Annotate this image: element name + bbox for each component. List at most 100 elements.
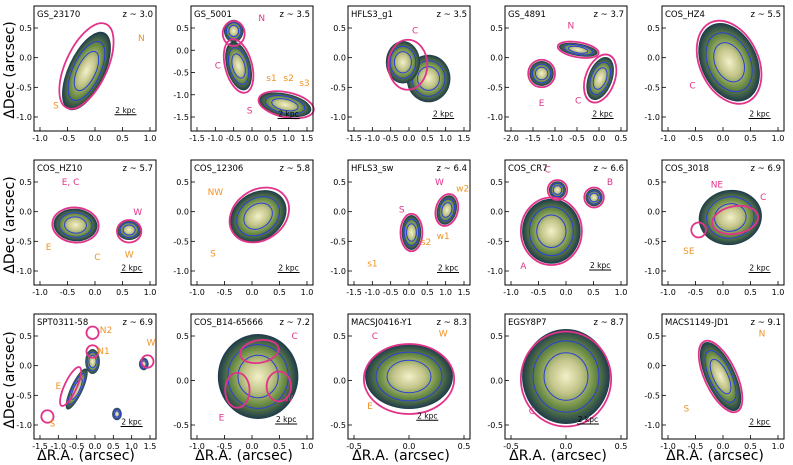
aperture-ellipse xyxy=(222,38,255,94)
aperture-ellipse xyxy=(519,330,613,428)
x-tick-label: 1.0 xyxy=(282,134,295,143)
aperture-ellipse xyxy=(221,20,246,47)
panel-name: COS_3018 xyxy=(665,164,709,174)
aperture-ellipse xyxy=(239,339,280,364)
x-tick-label: 0.0 xyxy=(717,288,730,297)
flux-contour xyxy=(58,212,93,238)
panel-macsj0416-y1: MACSJ0416-Y1 z ~ 8.3 -0.5 0.0 0.5 0.5 0.0 -0.5 2… xyxy=(330,313,471,451)
component-label: w1 xyxy=(437,232,450,242)
y-tick-label: 0.5 xyxy=(333,24,346,33)
component-label: W xyxy=(133,208,142,218)
redshift-label: z ~ 8.7 xyxy=(593,318,624,328)
x-axis-label-col4: ΔR.A. (arcsec) xyxy=(509,448,607,464)
flux-contour xyxy=(271,98,299,112)
x-axis-label-col2: ΔR.A. (arcsec) xyxy=(195,448,293,464)
x-tick-label: 1.0 xyxy=(772,134,785,143)
x-tick-label: 0.5 xyxy=(744,134,757,143)
panel-name: GS_23170 xyxy=(37,10,80,20)
panel-gs-4891: GS_4891 z ~ 3.7 -2.0 -1.5 -1.0 -0.5 0.0 0.5 0.5 0… xyxy=(487,5,628,143)
panel-egsy8p7: EGSY8P7 z ~ 8.7 -0.5 0.0 0.5 0.5 0.0 -0.5 2 kpc C xyxy=(487,313,628,451)
flux-contour xyxy=(714,203,747,232)
y-tick-label: -1.0 xyxy=(487,113,503,122)
aperture-ellipse xyxy=(85,325,100,340)
panel-name: COS_CR7 xyxy=(508,164,548,174)
component-label: S xyxy=(210,249,216,259)
component-label: C xyxy=(575,97,581,107)
component-label: S xyxy=(684,405,690,415)
x-tick-label: -0.5 xyxy=(569,134,585,143)
redshift-label: z ~ 3.7 xyxy=(593,10,624,20)
flux-contour xyxy=(706,196,755,239)
y-tick-label: -1.0 xyxy=(330,113,346,122)
flux-contour xyxy=(531,63,552,84)
aperture-ellipse xyxy=(583,53,618,104)
flux-contour xyxy=(568,45,589,54)
redshift-label: z ~ 3.5 xyxy=(279,10,310,20)
panel-cos-cr7: COS_CR7 z ~ 6.6 -1.0 -0.5 0.0 0.5 1.0 0.5 0.0 -0.… xyxy=(487,159,628,297)
y-tick-label: 0.0 xyxy=(19,54,32,63)
x-tick-label: -1.0 xyxy=(660,134,676,143)
component-label: NE xyxy=(711,181,724,191)
panel-name: HFLS3_g1 xyxy=(351,10,393,20)
flux-contour xyxy=(139,358,148,370)
y-tick-label: -0.5 xyxy=(330,421,346,430)
component-label: NW xyxy=(208,188,224,198)
x-tick-label: 0.5 xyxy=(107,442,120,451)
aperture-ellipse xyxy=(399,212,424,253)
x-tick-label: -1.0 xyxy=(660,442,676,451)
scale-bar-label: 2 kpc xyxy=(417,411,437,420)
x-tick-label: 1.0 xyxy=(439,134,452,143)
y-tick-label: -1.0 xyxy=(16,267,32,276)
x-tick-label: 0.0 xyxy=(717,134,730,143)
component-label: E xyxy=(367,402,373,412)
x-tick-label: -1.0 xyxy=(189,442,205,451)
x-tick-label: -0.5 xyxy=(226,134,242,143)
aperture-ellipse xyxy=(51,206,100,244)
galaxy-emission xyxy=(217,334,299,419)
x-tick-label: 0.0 xyxy=(89,288,102,297)
panel-frame xyxy=(504,5,628,132)
y-tick-label: -1.0 xyxy=(173,267,189,276)
x-tick-label: -0.5 xyxy=(217,288,233,297)
x-tick-label: -1.0 xyxy=(51,442,67,451)
x-axis-label-col5: ΔR.A. (arcsec) xyxy=(666,448,764,464)
x-tick-label: 0.0 xyxy=(560,442,573,451)
galaxy-emission xyxy=(62,31,111,111)
y-tick-label: -0.5 xyxy=(487,421,503,430)
component-label: N xyxy=(568,22,575,32)
y-tick-label: -0.5 xyxy=(16,391,32,400)
x-tick-label: 0.5 xyxy=(264,134,277,143)
panel-cos-hz4: COS_HZ4 z ~ 5.5 -1.0 -0.5 0.0 0.5 1.0 0.5 0.0 -0.… xyxy=(644,5,785,143)
y-tick-label: 0.5 xyxy=(19,24,32,33)
galaxy-emission xyxy=(698,189,762,246)
flux-contour xyxy=(704,350,737,403)
y-tick-label: -0.5 xyxy=(330,237,346,246)
flux-contour xyxy=(114,410,120,418)
y-tick-label: -0.5 xyxy=(487,237,503,246)
x-tick-label: -0.5 xyxy=(383,288,399,297)
flux-contour xyxy=(536,214,567,248)
y-tick-label: -0.5 xyxy=(173,421,189,430)
flux-contour xyxy=(264,94,306,115)
y-tick-label: -0.5 xyxy=(16,237,32,246)
flux-contour xyxy=(532,340,600,413)
flux-contour xyxy=(393,51,412,74)
x-tick-label: -1.5 xyxy=(525,134,541,143)
flux-contour xyxy=(88,354,97,369)
y-tick-label: -1.5 xyxy=(173,113,189,122)
aperture-ellipse xyxy=(527,58,556,89)
aperture-ellipse xyxy=(257,90,315,120)
scale-bar-label: 2 kpc xyxy=(592,110,612,119)
y-tick-label: 0.5 xyxy=(490,178,503,187)
galaxy-emission xyxy=(365,344,453,409)
aperture-ellipse xyxy=(85,344,100,359)
scale-bar-label: 2 kpc xyxy=(276,415,296,424)
flux-contour xyxy=(550,182,565,198)
x-tick-label: -0.5 xyxy=(346,442,362,451)
x-tick-label: -0.5 xyxy=(503,442,519,451)
flux-contour xyxy=(552,185,563,195)
flux-contour xyxy=(231,53,246,79)
flux-contour xyxy=(375,351,443,402)
panel-name: MACS1149-JD1 xyxy=(665,318,729,328)
panel-gs-23170: GS_23170 z ~ 3.0 -1.0 -0.5 0.0 0.5 1.0 0.5 0.0 -0… xyxy=(16,5,157,143)
